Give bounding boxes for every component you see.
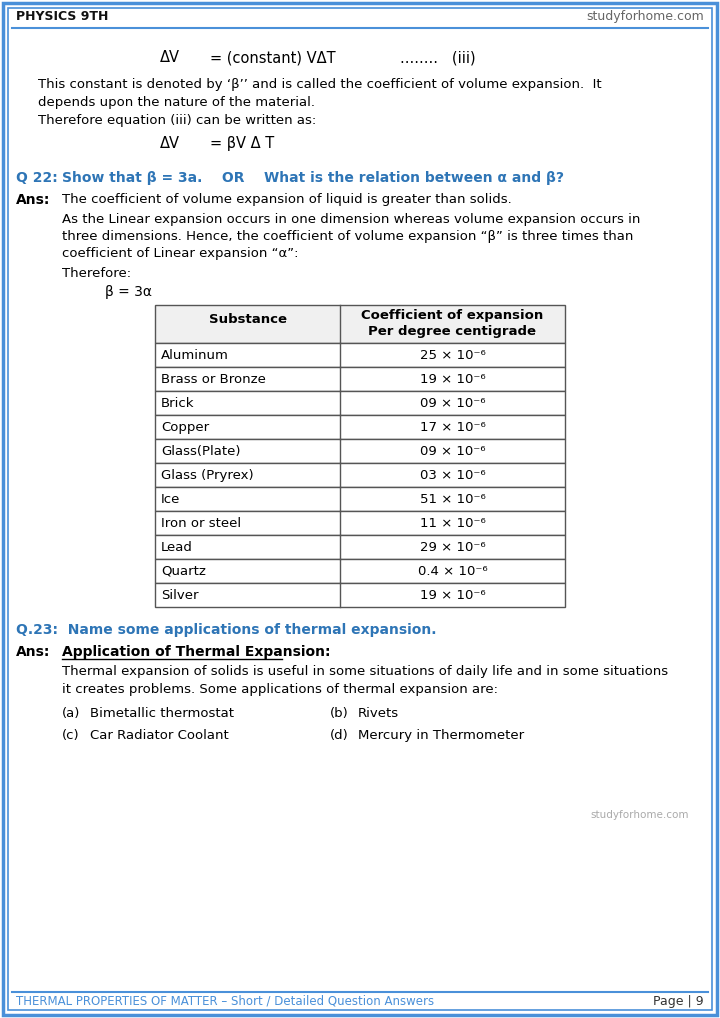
Text: Silver: Silver — [161, 589, 199, 602]
Text: 51 × 10⁻⁶: 51 × 10⁻⁶ — [420, 493, 485, 506]
Text: Application of Thermal Expansion:: Application of Thermal Expansion: — [62, 645, 330, 659]
Text: (b): (b) — [330, 706, 348, 720]
Bar — [155, 439, 565, 463]
Text: = (constant) VΔT: = (constant) VΔT — [210, 50, 336, 65]
Text: As the Linear expansion occurs in one dimension whereas volume expansion occurs : As the Linear expansion occurs in one di… — [62, 213, 640, 226]
Text: 0.4 × 10⁻⁶: 0.4 × 10⁻⁶ — [418, 565, 487, 578]
Text: Therefore:: Therefore: — [62, 267, 131, 280]
Text: 19 × 10⁻⁶: 19 × 10⁻⁶ — [420, 589, 485, 602]
Text: 09 × 10⁻⁶: 09 × 10⁻⁶ — [420, 445, 485, 458]
Bar — [155, 463, 565, 487]
Bar — [155, 535, 565, 559]
Text: Per degree centigrade: Per degree centigrade — [369, 325, 536, 338]
Text: 09 × 10⁻⁶: 09 × 10⁻⁶ — [420, 397, 485, 410]
Text: Ans:: Ans: — [16, 193, 50, 207]
Text: ΔV: ΔV — [160, 136, 180, 151]
Text: β = 3α: β = 3α — [105, 285, 152, 299]
Text: Q 22:: Q 22: — [16, 171, 63, 185]
Text: Lead: Lead — [161, 541, 193, 554]
Bar — [155, 487, 565, 511]
Text: coefficient of Linear expansion “α”:: coefficient of Linear expansion “α”: — [62, 247, 299, 260]
Text: Glass(Plate): Glass(Plate) — [161, 445, 240, 458]
Text: Thermal expansion of solids is useful in some situations of daily life and in so: Thermal expansion of solids is useful in… — [62, 665, 668, 678]
Text: This constant is denoted by ‘β’’ and is called the coefficient of volume expansi: This constant is denoted by ‘β’’ and is … — [38, 78, 602, 91]
Bar — [155, 559, 565, 583]
Bar — [155, 367, 565, 391]
Text: 19 × 10⁻⁶: 19 × 10⁻⁶ — [420, 373, 485, 386]
Text: Coefficient of expansion: Coefficient of expansion — [361, 309, 544, 322]
Text: Bimetallic thermostat: Bimetallic thermostat — [90, 706, 234, 720]
Bar — [155, 583, 565, 607]
Text: Rivets: Rivets — [358, 706, 399, 720]
Text: studyforhome.com: studyforhome.com — [586, 10, 704, 23]
Text: Ice: Ice — [161, 493, 181, 506]
Text: The coefficient of volume expansion of liquid is greater than solids.: The coefficient of volume expansion of l… — [62, 193, 512, 206]
Text: = βV Δ T: = βV Δ T — [210, 136, 274, 151]
Text: 25 × 10⁻⁶: 25 × 10⁻⁶ — [420, 349, 485, 362]
Text: depends upon the nature of the material.: depends upon the nature of the material. — [38, 96, 315, 109]
Bar — [155, 305, 565, 343]
Text: studyforhome.com: studyforhome.com — [590, 810, 688, 821]
Text: Brick: Brick — [161, 397, 194, 410]
Bar — [155, 511, 565, 535]
Text: (d): (d) — [330, 729, 348, 742]
Bar — [155, 305, 565, 343]
Text: Therefore equation (iii) can be written as:: Therefore equation (iii) can be written … — [38, 114, 316, 127]
Text: Ans:: Ans: — [16, 645, 50, 659]
Text: ΔV: ΔV — [160, 50, 180, 65]
Text: Iron or steel: Iron or steel — [161, 517, 241, 530]
Text: Car Radiator Coolant: Car Radiator Coolant — [90, 729, 229, 742]
Text: THERMAL PROPERTIES OF MATTER – Short / Detailed Question Answers: THERMAL PROPERTIES OF MATTER – Short / D… — [16, 995, 434, 1008]
Bar — [155, 391, 565, 415]
Text: PHYSICS 9TH: PHYSICS 9TH — [16, 10, 109, 23]
Text: (a): (a) — [62, 706, 81, 720]
Text: Page | 9: Page | 9 — [653, 995, 704, 1008]
Text: it creates problems. Some applications of thermal expansion are:: it creates problems. Some applications o… — [62, 683, 498, 696]
Text: 29 × 10⁻⁶: 29 × 10⁻⁶ — [420, 541, 485, 554]
Text: Substance: Substance — [209, 313, 287, 326]
Text: ........   (iii): ........ (iii) — [400, 50, 476, 65]
Text: Show that β = 3a.    OR    What is the relation between α and β?: Show that β = 3a. OR What is the relatio… — [62, 171, 564, 185]
Text: Aluminum: Aluminum — [161, 349, 229, 362]
Bar — [155, 343, 565, 367]
Text: three dimensions. Hence, the coefficient of volume expansion “β” is three times : three dimensions. Hence, the coefficient… — [62, 230, 634, 243]
Bar — [155, 415, 565, 439]
Text: Quartz: Quartz — [161, 565, 206, 578]
Text: 11 × 10⁻⁶: 11 × 10⁻⁶ — [420, 517, 485, 530]
Text: (c): (c) — [62, 729, 80, 742]
Text: Copper: Copper — [161, 421, 209, 434]
Text: Glass (Pryrex): Glass (Pryrex) — [161, 469, 253, 482]
Text: 03 × 10⁻⁶: 03 × 10⁻⁶ — [420, 469, 485, 482]
Text: Q.23:  Name some applications of thermal expansion.: Q.23: Name some applications of thermal … — [16, 623, 436, 637]
Text: Mercury in Thermometer: Mercury in Thermometer — [358, 729, 524, 742]
Text: 17 × 10⁻⁶: 17 × 10⁻⁶ — [420, 421, 485, 434]
Text: Brass or Bronze: Brass or Bronze — [161, 373, 266, 386]
